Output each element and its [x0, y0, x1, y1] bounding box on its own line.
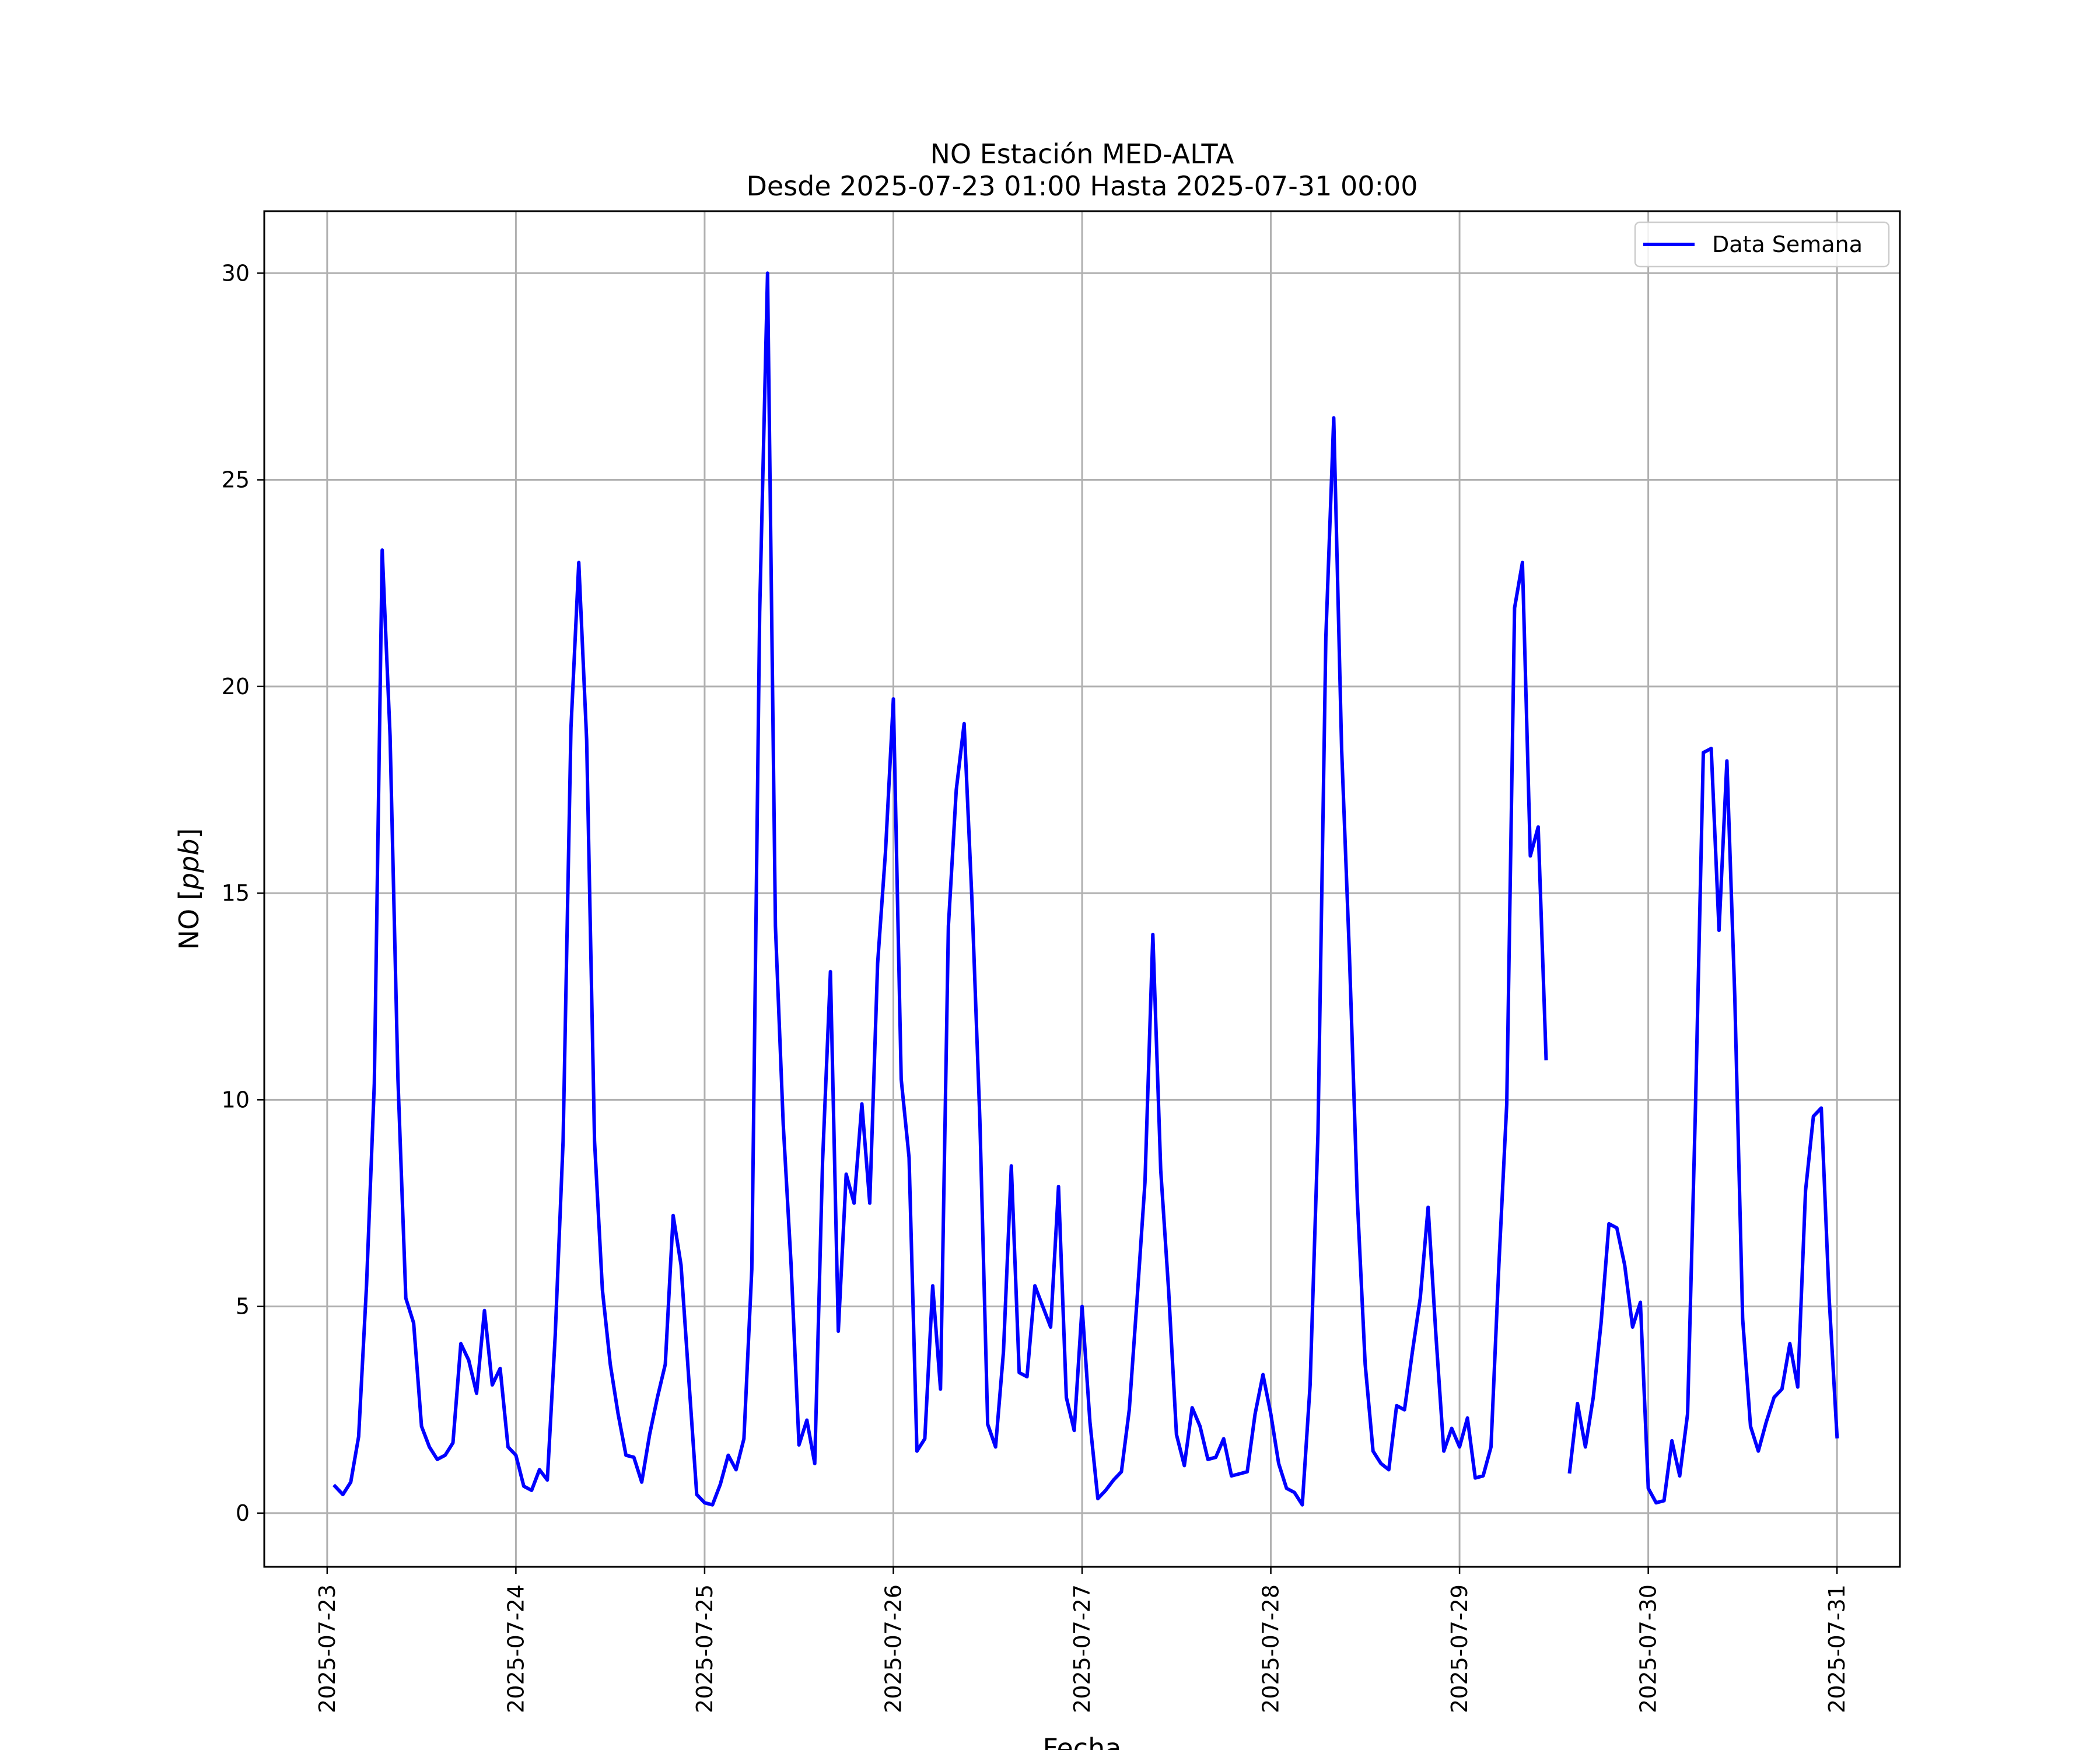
ticks-layer: 2025-07-23 2025-07-24 2025-07-25 2025-07-26…: [222, 260, 1850, 1713]
y-tick-label: 20: [222, 674, 250, 699]
y-tick-label: 25: [222, 467, 250, 493]
x-tick-label: 2025-07-29: [1447, 1584, 1472, 1713]
x-tick-label: 2025-07-31: [1824, 1584, 1850, 1713]
x-tick-label: 2025-07-28: [1258, 1584, 1284, 1713]
y-axis-label-unit: ppb: [173, 839, 205, 891]
x-tick-label: 2025-07-30: [1636, 1584, 1661, 1713]
legend-label-data-semana: Data Semana: [1712, 232, 1863, 257]
series-line-data-semana: [332, 271, 1839, 1507]
y-tick-label: 5: [236, 1294, 250, 1320]
legend: Data Semana: [1634, 221, 1890, 268]
x-tick-label: 2025-07-27: [1069, 1584, 1095, 1713]
y-tick-label: 10: [222, 1087, 250, 1112]
x-tick-label: 2025-07-24: [503, 1584, 528, 1713]
y-tick-label: 30: [222, 260, 250, 286]
x-tick-label: 2025-07-25: [692, 1584, 718, 1713]
legend-box: [1634, 221, 1890, 268]
y-axis-label-prefix: NO [: [173, 890, 205, 950]
x-tick-label: 2025-07-26: [880, 1584, 906, 1713]
x-tick-label: 2025-07-23: [314, 1584, 340, 1713]
chart-subtitle: Desde 2025-07-23 01:00 Hasta 2025-07-31 …: [746, 170, 1418, 202]
y-tick-label: 15: [222, 880, 250, 906]
x-axis-label: Fecha: [1043, 1732, 1122, 1750]
y-axis-label: NO [ppb]: [173, 828, 205, 950]
y-axis-label-suffix: ]: [173, 828, 205, 839]
y-tick-label: 0: [236, 1500, 250, 1526]
series-layer: [332, 271, 1839, 1507]
chart-title: NO Estación MED-ALTA: [930, 138, 1234, 170]
